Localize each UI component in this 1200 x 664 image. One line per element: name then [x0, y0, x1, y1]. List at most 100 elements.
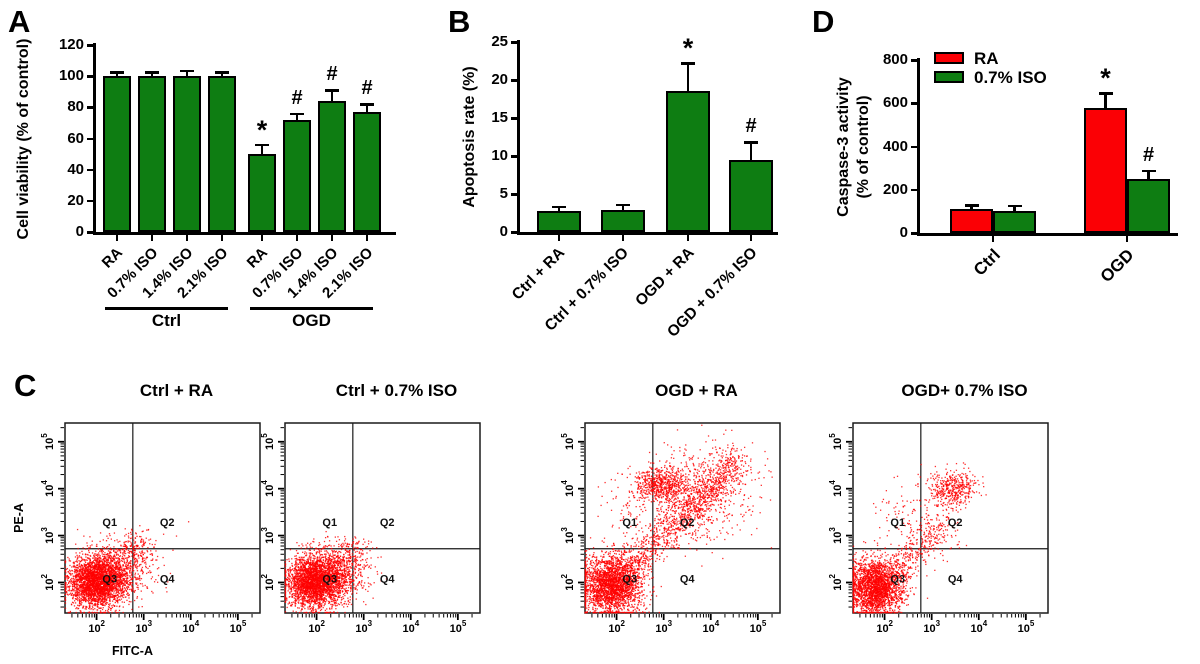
caspase3-activity-chart: Caspase-3 activity (% of control) 0 200 400 6… [806, 2, 1198, 342]
bar [666, 91, 710, 232]
x-axis-line [917, 233, 1178, 236]
bar [318, 101, 346, 232]
error-bar-cap [1098, 92, 1113, 95]
bar [208, 76, 236, 232]
y-tick-mark [511, 155, 520, 158]
y-tick-label: 80 [67, 98, 84, 116]
error-bar-cap [290, 112, 304, 116]
bar [353, 112, 381, 232]
error-bar-cap [180, 69, 194, 73]
y-axis-title: Cell viability (% of control) [15, 38, 32, 239]
y-tick-mark [87, 44, 96, 47]
error-bar-stem [260, 146, 264, 159]
bar [173, 76, 201, 232]
panel-d-label: D [812, 4, 835, 39]
error-bar-stem [330, 91, 334, 106]
y-tick-mark [87, 199, 96, 203]
y-axis-line [917, 58, 920, 236]
x-tick-mark [621, 235, 625, 241]
panel-b-label: B [448, 4, 471, 39]
bar [1127, 178, 1170, 233]
x-category-label: OGD + RA [632, 244, 698, 310]
group-label: Ctrl [151, 311, 182, 330]
y-tick-label: 100 [58, 67, 84, 85]
significance-asterisk: * [682, 33, 694, 64]
y-tick-mark [87, 75, 96, 78]
x-tick-mark [330, 235, 334, 241]
panel-c-label: C [14, 368, 37, 403]
y-tick-label: 600 [882, 94, 908, 112]
significance-hash: # [291, 86, 303, 109]
y-tick-mark [87, 137, 96, 140]
legend-swatch-iso [934, 71, 964, 83]
panel-d: D Caspase-3 activity (% of control) 0 200 40… [806, 2, 1198, 342]
significance-hash: # [361, 77, 373, 100]
error-bar-cap [552, 205, 566, 209]
flow-plot-canvas [803, 421, 1053, 659]
group-label: OGD [292, 311, 331, 330]
error-bar-cap [110, 71, 124, 74]
x-category-label: Ctrl + RA [509, 244, 569, 304]
cell-viability-chart: Cell viability (% of control) 0 20 40 60 80 10… [8, 6, 448, 356]
flow-plot-canvas [8, 421, 266, 659]
y-tick-mark [911, 145, 920, 148]
y-axis-title: Caspase-3 activity [835, 76, 852, 217]
x-tick-mark [686, 235, 690, 241]
x-tick-mark [557, 235, 561, 241]
error-bar-cap [616, 203, 630, 207]
x-axis-line [517, 232, 778, 235]
y-tick-mark [911, 188, 920, 192]
error-bar-cap [1141, 169, 1156, 173]
flow-plot-canvas [535, 421, 785, 659]
y-tick-mark [87, 231, 96, 234]
y-tick-mark [511, 193, 520, 196]
bar [950, 209, 993, 233]
error-bar-cap [325, 89, 339, 92]
error-bar-cap [744, 141, 758, 144]
y-tick-mark [87, 106, 96, 109]
x-tick-mark [295, 235, 299, 241]
bar [103, 76, 131, 232]
y-tick-label: 20 [67, 191, 84, 209]
bar [138, 76, 166, 232]
y-axis-line [517, 40, 520, 235]
significance-hash: # [326, 63, 338, 86]
y-tick-label: 0 [75, 223, 84, 240]
x-tick-mark [220, 235, 224, 241]
error-bar-stem [1104, 94, 1107, 112]
y-tick-mark [87, 168, 96, 172]
group-underline [250, 307, 373, 310]
error-bar-stem [365, 105, 369, 116]
group-underline [105, 307, 228, 310]
y-tick-label: 15 [491, 109, 508, 126]
error-bar-stem [1147, 172, 1150, 183]
x-tick-mark [749, 235, 753, 241]
x-category-label: RA [98, 244, 127, 272]
y-tick-label: 120 [58, 36, 84, 53]
panel-c: C Ctrl + RA Ctrl + 0.7% ISO OGD + RA OGD+ 0… [8, 362, 1198, 664]
x-tick-mark [185, 235, 189, 241]
bar [537, 210, 581, 232]
y-tick-label: 60 [67, 129, 84, 147]
y-axis-line [93, 43, 96, 235]
error-bar-stem [749, 143, 753, 164]
panel-a: A Cell viability (% of control) 0 20 40 60 80… [8, 6, 448, 356]
legend-label: RA [974, 49, 999, 68]
bar [601, 209, 645, 232]
y-tick-label: 0 [899, 224, 908, 241]
y-tick-label: 25 [491, 33, 508, 50]
y-tick-label: 5 [499, 185, 508, 202]
x-tick-mark [365, 235, 369, 241]
y-tick-mark [511, 41, 520, 44]
panel-a-label: A [8, 4, 31, 39]
x-axis-line [93, 232, 396, 235]
y-tick-label: 0 [499, 223, 508, 240]
y-tick-label: 800 [882, 51, 908, 68]
x-tick-mark [1125, 236, 1129, 242]
x-tick-mark [150, 235, 154, 241]
y-tick-mark [911, 102, 920, 105]
error-bar-cap [1007, 204, 1022, 208]
y-tick-label: 10 [491, 147, 508, 164]
error-bar-cap [964, 204, 979, 207]
